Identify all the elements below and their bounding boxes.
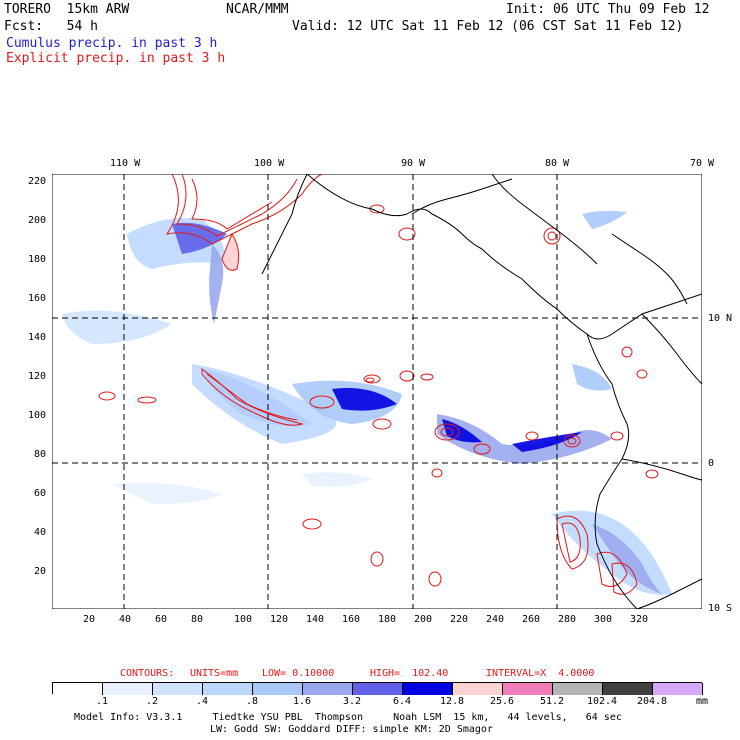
lon-label-70w: 70 W: [690, 158, 715, 169]
cumulus-precip-label: Cumulus precip. in past 3 h: [6, 36, 218, 51]
legend-swatch: [503, 683, 553, 695]
x-tick: 280: [558, 614, 577, 625]
y-tick: 140: [28, 332, 47, 343]
legend-swatch: [153, 683, 203, 695]
init-time: Init: 06 UTC Thu 09 Feb 12: [506, 2, 710, 17]
legend-tick: 204.8: [636, 696, 668, 707]
legend-tick: 51.2: [539, 696, 565, 707]
org-label: NCAR/MMM: [226, 2, 289, 17]
legend-unit: mm: [696, 696, 709, 707]
x-tick: 200: [414, 614, 433, 625]
legend-swatch: [203, 683, 253, 695]
x-tick: 260: [522, 614, 541, 625]
legend-tick: 1.6: [292, 696, 312, 707]
model-info: Model Info: V3.3.1 Tiedtke YSU PBL Thomp…: [74, 712, 622, 723]
y-tick: 180: [28, 254, 47, 265]
y-tick: 120: [28, 371, 47, 382]
lat-lon-grid: [52, 174, 702, 609]
x-tick: 140: [306, 614, 325, 625]
legend-tick: 102.4: [586, 696, 618, 707]
legend-swatch: [303, 683, 353, 695]
legend-swatch: [253, 683, 303, 695]
legend-swatch: [103, 683, 153, 695]
x-tick: 80: [191, 614, 204, 625]
y-tick: 100: [28, 410, 47, 421]
x-tick: 240: [486, 614, 505, 625]
x-tick: 220: [450, 614, 469, 625]
x-tick: 160: [342, 614, 361, 625]
x-tick: 300: [594, 614, 613, 625]
legend-swatch: [53, 683, 103, 695]
legend-swatch: [403, 683, 453, 695]
y-tick: 160: [28, 293, 47, 304]
contour-label: CONTOURS:: [120, 668, 175, 679]
legend-swatch: [653, 683, 703, 695]
lon-label-100w: 100 W: [254, 158, 285, 169]
legend-swatch: [453, 683, 503, 695]
legend-swatch: [553, 683, 603, 695]
cumulus-precip-areas: [62, 210, 672, 595]
legend-tick: 3.2: [342, 696, 362, 707]
y-tick: 40: [34, 527, 47, 538]
legend-tick: .4: [195, 696, 209, 707]
model-title: TORERO 15km ARW: [4, 2, 130, 17]
x-tick: 40: [119, 614, 132, 625]
lat-label-equator: 0: [708, 458, 715, 469]
x-tick: 20: [83, 614, 96, 625]
valid-time: Valid: 12 UTC Sat 11 Feb 12 (06 CST Sat …: [292, 19, 684, 34]
contour-units: UNITS=mm: [190, 668, 239, 679]
legend-swatch: [353, 683, 403, 695]
contour-low: LOW= 0.10000: [262, 668, 335, 679]
forecast-hour: Fcst: 54 h: [4, 19, 98, 34]
x-tick: 100: [234, 614, 253, 625]
legend-tick: .1: [95, 696, 109, 707]
y-tick: 60: [34, 488, 47, 499]
legend-tick: 6.4: [392, 696, 412, 707]
x-tick: 120: [270, 614, 289, 625]
x-tick: 180: [378, 614, 397, 625]
legend-tick: .8: [245, 696, 259, 707]
lat-label-10s: 10 S: [708, 603, 733, 614]
precip-map: [52, 174, 702, 609]
lat-label-10n: 10 N: [708, 313, 733, 324]
legend-tick: 12.8: [439, 696, 465, 707]
lon-label-110w: 110 W: [110, 158, 141, 169]
x-tick: 60: [155, 614, 168, 625]
legend-tick: 25.6: [489, 696, 515, 707]
legend-swatch: [603, 683, 653, 695]
contour-high: HIGH= 102.40: [370, 668, 449, 679]
y-tick: 80: [34, 449, 47, 460]
legend-tick: .2: [145, 696, 159, 707]
contour-interval: INTERVAL=X 4.0000: [486, 668, 595, 679]
explicit-precip-label: Explicit precip. in past 3 h: [6, 51, 226, 66]
precip-color-legend: [52, 682, 703, 695]
coastlines: [261, 174, 702, 609]
lon-label-90w: 90 W: [401, 158, 426, 169]
explicit-precip-contours: [98, 174, 659, 595]
x-tick: 320: [630, 614, 649, 625]
y-tick: 20: [34, 566, 47, 577]
y-tick: 220: [28, 176, 47, 187]
model-physics: LW: Godd SW: Goddard DIFF: simple KM: 2D…: [210, 724, 493, 735]
lon-label-80w: 80 W: [545, 158, 570, 169]
y-tick: 200: [28, 215, 47, 226]
